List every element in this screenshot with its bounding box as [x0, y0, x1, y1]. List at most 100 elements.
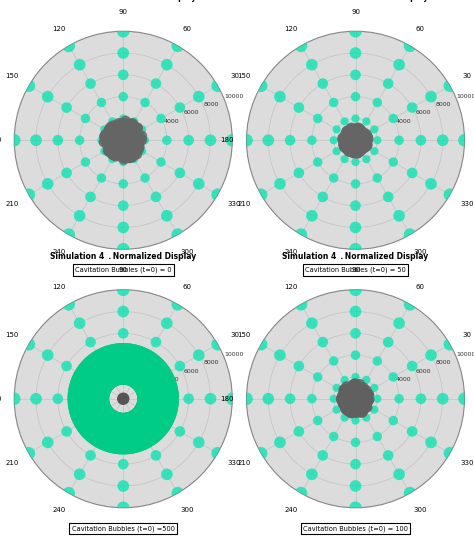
Point [149, 412, 157, 421]
Point [114, 122, 122, 131]
Point [121, 145, 129, 154]
Point [118, 136, 126, 145]
Point [111, 360, 119, 369]
Point [350, 393, 358, 402]
Point [347, 405, 355, 414]
Point [352, 135, 360, 144]
Point [264, 394, 272, 403]
Point [350, 136, 358, 145]
Point [110, 131, 118, 140]
Point [119, 122, 127, 131]
Point [93, 372, 100, 381]
Point [356, 138, 364, 146]
Point [351, 136, 358, 145]
Point [353, 139, 360, 148]
Point [121, 139, 129, 147]
Point [352, 393, 359, 402]
Point [146, 371, 153, 380]
Point [121, 147, 129, 156]
Point [353, 397, 360, 406]
Point [100, 147, 108, 156]
Point [121, 151, 129, 160]
Point [106, 138, 114, 146]
Point [123, 141, 130, 150]
Point [118, 152, 125, 161]
Point [352, 398, 360, 406]
Point [135, 145, 142, 154]
Text: Cavitation Bubbles (t=0) =500: Cavitation Bubbles (t=0) =500 [72, 525, 175, 532]
Point [155, 395, 162, 404]
Point [105, 426, 113, 435]
Point [121, 136, 129, 145]
Point [352, 503, 359, 512]
Point [54, 136, 62, 145]
Point [354, 389, 361, 398]
Point [352, 394, 359, 403]
Point [353, 135, 360, 144]
Point [349, 381, 356, 389]
Point [94, 418, 101, 427]
Point [360, 400, 367, 409]
Point [101, 136, 109, 145]
Point [352, 135, 359, 144]
Point [129, 119, 137, 128]
Point [117, 138, 125, 146]
Point [122, 135, 129, 144]
Point [85, 400, 93, 409]
Point [120, 135, 128, 144]
Point [120, 429, 128, 438]
Point [356, 124, 364, 133]
Point [356, 390, 363, 399]
Point [417, 394, 425, 403]
Point [390, 372, 397, 381]
Point [345, 130, 352, 139]
Point [349, 145, 356, 153]
Point [357, 126, 365, 135]
Point [116, 146, 124, 155]
Point [353, 131, 361, 140]
Point [136, 425, 144, 434]
Point [360, 136, 368, 145]
Point [354, 136, 362, 145]
Point [119, 92, 127, 101]
Point [314, 416, 321, 425]
Point [347, 147, 355, 156]
Point [333, 383, 340, 392]
Point [176, 103, 184, 112]
Point [356, 399, 364, 408]
Point [340, 141, 348, 150]
Point [131, 134, 139, 142]
Point [346, 388, 353, 397]
Point [352, 27, 359, 36]
Point [353, 135, 360, 144]
Point [100, 125, 108, 134]
Point [128, 146, 136, 155]
Point [120, 136, 128, 145]
Point [351, 136, 358, 145]
Point [353, 136, 360, 145]
Point [122, 141, 130, 150]
Point [121, 134, 128, 143]
Point [101, 424, 109, 433]
Point [91, 374, 99, 383]
Point [142, 421, 150, 430]
Point [130, 361, 137, 370]
Point [155, 393, 162, 402]
Point [340, 396, 347, 405]
Point [346, 141, 354, 150]
Point [119, 122, 127, 130]
Point [350, 127, 358, 136]
Point [351, 137, 359, 146]
Point [342, 386, 350, 395]
Point [129, 361, 137, 370]
Point [111, 428, 119, 437]
Point [356, 144, 364, 152]
Point [349, 396, 356, 405]
Point [341, 389, 348, 398]
Point [115, 129, 122, 138]
Point [352, 394, 360, 403]
Point [353, 147, 360, 156]
Point [100, 383, 108, 392]
Point [120, 155, 128, 164]
Point [132, 145, 140, 154]
